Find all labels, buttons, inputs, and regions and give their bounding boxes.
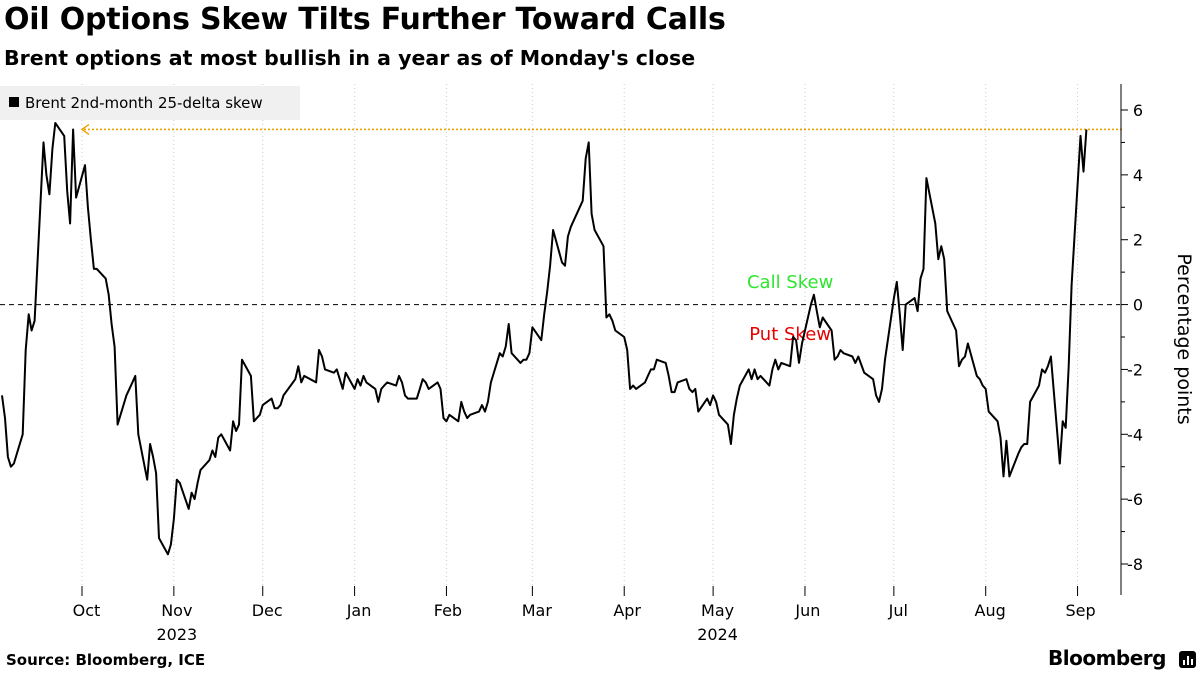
- y-axis-title: Percentage points: [1173, 253, 1195, 424]
- y-tick-label: -2: [1127, 360, 1143, 379]
- bloomberg-logo: Bloomberg: [1048, 646, 1166, 670]
- legend-background: [0, 86, 300, 120]
- put-skew-label: Put Skew: [749, 324, 831, 345]
- legend: Brent 2nd-month 25-delta skew: [0, 86, 300, 120]
- y-axis: 6 4 2 0 -2 -4 -6 -8: [1120, 84, 1143, 595]
- peak-arrowhead-icon: [80, 123, 90, 136]
- y-tick-label: 6: [1133, 101, 1143, 120]
- x-tick-label: Feb: [434, 601, 462, 620]
- y-tick-label: 4: [1133, 166, 1143, 185]
- y-tick-label: -6: [1127, 490, 1143, 509]
- legend-swatch: [9, 97, 19, 107]
- x-tick-label: Dec: [252, 601, 283, 620]
- x-tick-label: May: [701, 601, 734, 620]
- reference-layer: [0, 123, 1122, 306]
- x-tick-label: Jun: [794, 601, 820, 620]
- legend-entry: Brent 2nd-month 25-delta skew: [25, 94, 263, 112]
- chart-title: Oil Options Skew Tilts Further Toward Ca…: [4, 2, 726, 37]
- x-year-label: 2023: [156, 625, 197, 644]
- call-skew-label: Call Skew: [747, 272, 833, 293]
- y-tick-label: 2: [1133, 231, 1143, 250]
- series-layer: [1, 122, 1088, 556]
- source-note: Source: Bloomberg, ICE: [6, 651, 206, 669]
- x-tick-label: Apr: [613, 601, 641, 620]
- annotations: Call Skew Put Skew: [747, 272, 833, 345]
- x-year-label: 2024: [697, 625, 738, 644]
- grid-layer: [81, 84, 1079, 595]
- x-tick-label: Aug: [975, 601, 1006, 620]
- x-tick-label: Nov: [161, 601, 192, 620]
- x-tick-label: Sep: [1065, 601, 1095, 620]
- y-tick-label: -8: [1127, 555, 1143, 574]
- x-tick-label: Jan: [346, 601, 372, 620]
- x-axis: Oct Nov Dec Jan Feb Mar Apr May Jun Jul Aug Sep 2023…: [73, 586, 1096, 644]
- series-line-skew: [1, 122, 1088, 556]
- x-tick-label: Mar: [522, 601, 553, 620]
- x-tick-label: Jul: [888, 601, 908, 620]
- x-tick-label: Oct: [73, 601, 101, 620]
- y-tick-label: -4: [1127, 425, 1143, 444]
- chart-subtitle: Brent options at most bullish in a year …: [4, 46, 696, 70]
- bloomberg-bars-icon: [1179, 651, 1196, 668]
- y-tick-label: 0: [1133, 296, 1143, 315]
